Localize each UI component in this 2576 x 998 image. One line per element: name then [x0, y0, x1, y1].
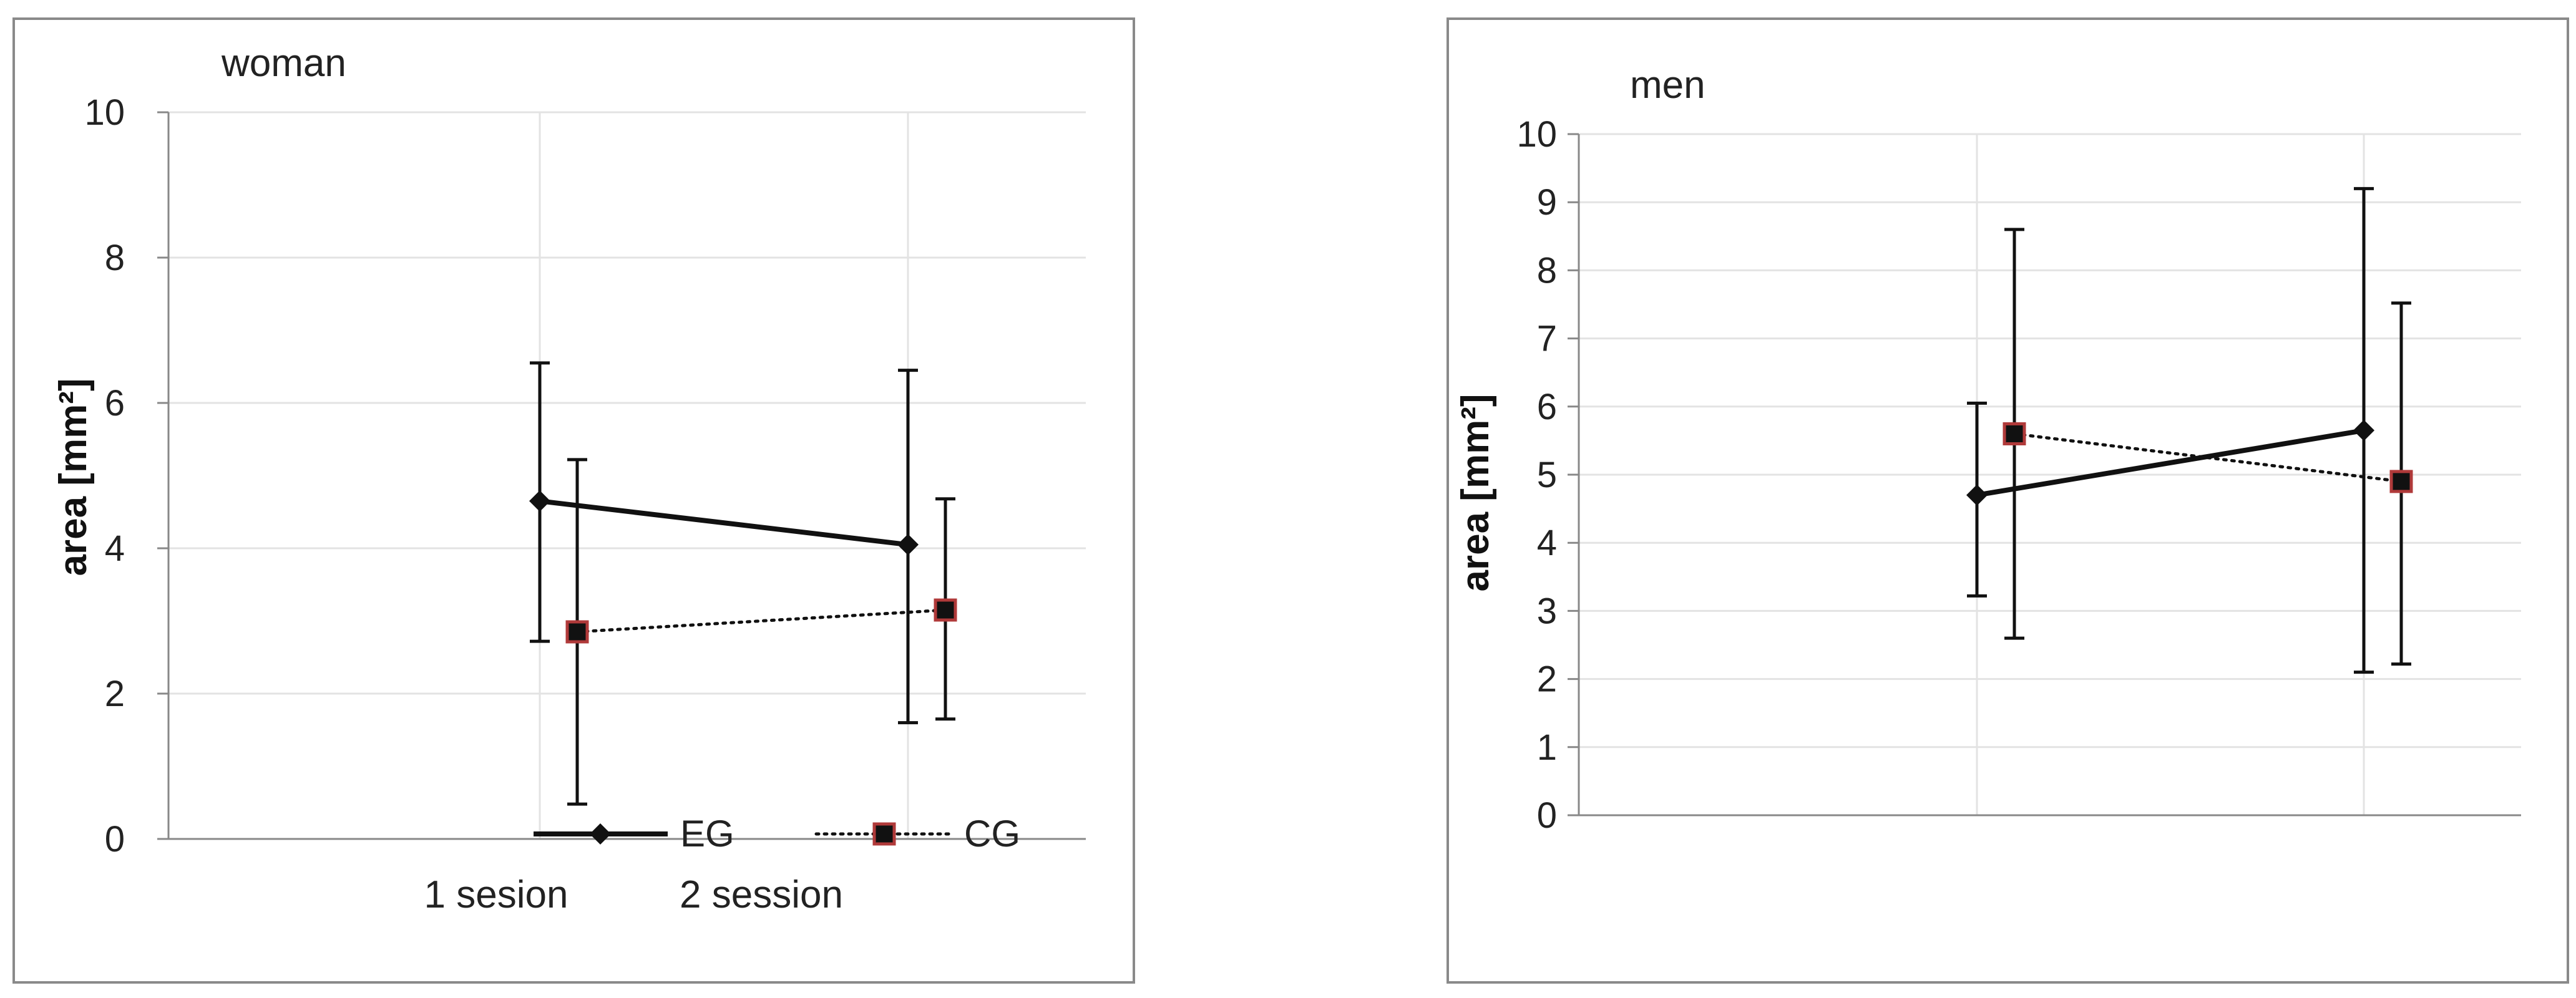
series-line-cg [2012, 432, 2403, 483]
data-point-cg [934, 598, 957, 622]
series-line-eg [1976, 428, 2364, 498]
chart-title: men [1630, 64, 1705, 107]
legend-marker-cg [872, 822, 896, 846]
y-tick-label: 0 [1537, 795, 1557, 836]
y-tick-label: 8 [105, 238, 125, 278]
x-category-label: 1 sesion [424, 873, 568, 916]
y-tick-label: 9 [1537, 182, 1557, 223]
y-tick-label: 6 [1537, 387, 1557, 427]
chart-men: men area [mm²] 0 1 2 3 4 5 6 7 8 9 10 [1447, 17, 2569, 984]
x-category-label: 2 session [680, 873, 843, 916]
chart-woman: woman area [mm²] 0 2 4 6 8 10 1 sesion 2 sessi… [12, 17, 1135, 984]
legend-marker-eg [590, 823, 611, 845]
y-tick-label: 6 [105, 383, 125, 424]
series-line-cg [575, 608, 947, 634]
y-tick-label: 10 [84, 92, 125, 133]
y-tick-label: 10 [1516, 114, 1557, 155]
y-tick-label: 3 [1537, 591, 1557, 631]
data-point-eg [2353, 420, 2374, 442]
chart-frame [1447, 17, 2569, 984]
y-tick-label: 0 [105, 819, 125, 860]
data-point-eg [529, 490, 550, 512]
chart-frame [12, 17, 1135, 984]
data-point-cg [565, 620, 589, 644]
data-point-eg [897, 534, 919, 556]
y-axis-label: area [mm²] [52, 379, 95, 576]
data-point-eg [1966, 484, 1988, 506]
chart-title: woman [221, 42, 346, 85]
y-tick-label: 7 [1537, 319, 1557, 359]
y-tick-label: 2 [1537, 659, 1557, 700]
y-axis-label: area [mm²] [1454, 394, 1497, 592]
legend-label-eg: EG [680, 813, 734, 855]
y-tick-label: 1 [1537, 727, 1557, 768]
y-tick-label: 8 [1537, 250, 1557, 291]
legend-label-cg: CG [964, 813, 1020, 855]
y-tick-label: 5 [1537, 455, 1557, 495]
data-point-cg [2389, 470, 2413, 493]
data-point-cg [2003, 422, 2026, 445]
y-tick-label: 2 [105, 674, 125, 714]
y-tick-label: 4 [105, 528, 125, 569]
series-line-eg [539, 498, 909, 548]
y-tick-label: 4 [1537, 523, 1557, 563]
